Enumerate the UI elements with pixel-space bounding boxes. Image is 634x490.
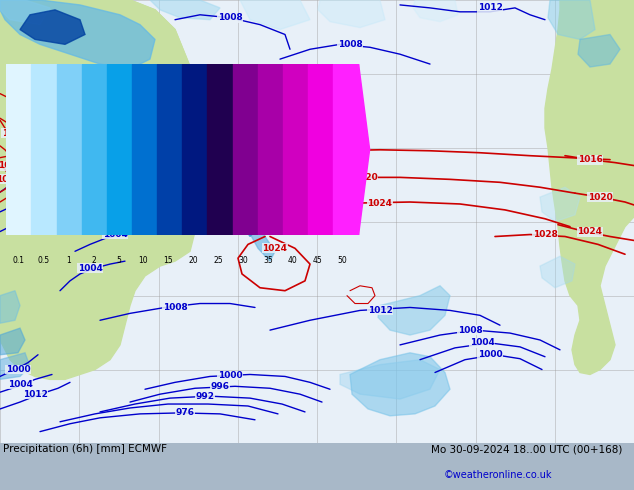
Polygon shape [0, 0, 205, 379]
Text: 1008: 1008 [163, 303, 188, 312]
Text: 15: 15 [164, 256, 173, 265]
Bar [32, 64, 56, 235]
Text: 1000: 1000 [477, 350, 502, 359]
Polygon shape [540, 256, 575, 288]
Bar [283, 64, 308, 235]
Polygon shape [590, 0, 634, 59]
Bar [207, 64, 233, 235]
Text: 1008: 1008 [10, 175, 34, 184]
Bar [132, 64, 157, 235]
FancyArrow shape [358, 62, 370, 237]
Text: 5: 5 [116, 256, 121, 265]
Text: 30: 30 [238, 256, 248, 265]
Polygon shape [240, 0, 310, 29]
Text: 1: 1 [66, 256, 71, 265]
Text: 1004: 1004 [77, 264, 103, 272]
Text: 976: 976 [176, 408, 195, 417]
Polygon shape [0, 328, 25, 355]
Text: 1012: 1012 [477, 3, 502, 12]
Bar [233, 64, 258, 235]
Text: 1008: 1008 [338, 40, 363, 49]
Polygon shape [20, 10, 85, 44]
Text: 40: 40 [288, 256, 297, 265]
Polygon shape [0, 0, 50, 24]
Polygon shape [0, 353, 30, 379]
Bar [258, 64, 283, 235]
Polygon shape [378, 286, 450, 335]
Bar [308, 64, 333, 235]
Text: 50: 50 [338, 256, 347, 265]
Text: Mo 30-09-2024 18..00 UTC (00+168): Mo 30-09-2024 18..00 UTC (00+168) [431, 444, 623, 454]
Polygon shape [413, 0, 458, 22]
Polygon shape [0, 291, 20, 323]
Polygon shape [0, 0, 155, 69]
Polygon shape [200, 118, 275, 261]
Text: ©weatheronline.co.uk: ©weatheronline.co.uk [444, 470, 552, 481]
Text: 992: 992 [195, 392, 214, 401]
Text: 35: 35 [263, 256, 273, 265]
Bar [6, 64, 32, 235]
Text: 1012: 1012 [23, 390, 48, 399]
Text: 1008: 1008 [0, 175, 20, 184]
Text: 1024: 1024 [262, 244, 287, 253]
Polygon shape [340, 360, 440, 399]
Text: 0.1: 0.1 [13, 256, 25, 265]
Text: 0.5: 0.5 [37, 256, 49, 265]
Text: 1024: 1024 [578, 227, 602, 236]
Text: 1024: 1024 [368, 198, 392, 207]
Polygon shape [130, 0, 205, 172]
Text: 1020: 1020 [588, 193, 612, 201]
Bar [56, 64, 82, 235]
Polygon shape [215, 153, 255, 237]
Text: 1004: 1004 [103, 230, 127, 239]
Bar [82, 64, 107, 235]
Text: 1004: 1004 [8, 380, 32, 389]
Text: 1020: 1020 [2, 128, 27, 138]
Polygon shape [150, 0, 220, 20]
Bar [183, 64, 207, 235]
Text: 1016: 1016 [318, 147, 342, 155]
Polygon shape [350, 353, 450, 416]
Text: 20: 20 [188, 256, 198, 265]
Bar [107, 64, 132, 235]
Text: 1008: 1008 [458, 326, 482, 335]
Polygon shape [548, 0, 595, 39]
Text: 1004: 1004 [470, 339, 495, 347]
Text: 1012: 1012 [18, 193, 42, 201]
Polygon shape [540, 187, 580, 221]
Polygon shape [545, 0, 634, 374]
Text: 2: 2 [91, 256, 96, 265]
Text: 45: 45 [313, 256, 323, 265]
Text: Precipitation (6h) [mm] ECMWF: Precipitation (6h) [mm] ECMWF [3, 444, 167, 454]
Bar [333, 64, 358, 235]
Text: 996: 996 [210, 382, 230, 391]
Text: 1000: 1000 [6, 365, 30, 374]
Text: 1008: 1008 [217, 13, 242, 22]
Text: 1000: 1000 [217, 371, 242, 380]
Bar [157, 64, 183, 235]
Text: 1012: 1012 [368, 306, 392, 315]
Text: 1016: 1016 [578, 155, 602, 164]
Text: 1020: 1020 [353, 173, 377, 182]
Text: 25: 25 [213, 256, 223, 265]
Text: 1028: 1028 [533, 230, 557, 239]
Polygon shape [318, 0, 385, 27]
Text: 1016: 1016 [8, 217, 32, 226]
Text: 10: 10 [138, 256, 148, 265]
Polygon shape [578, 34, 620, 67]
Text: 1016: 1016 [0, 161, 22, 170]
